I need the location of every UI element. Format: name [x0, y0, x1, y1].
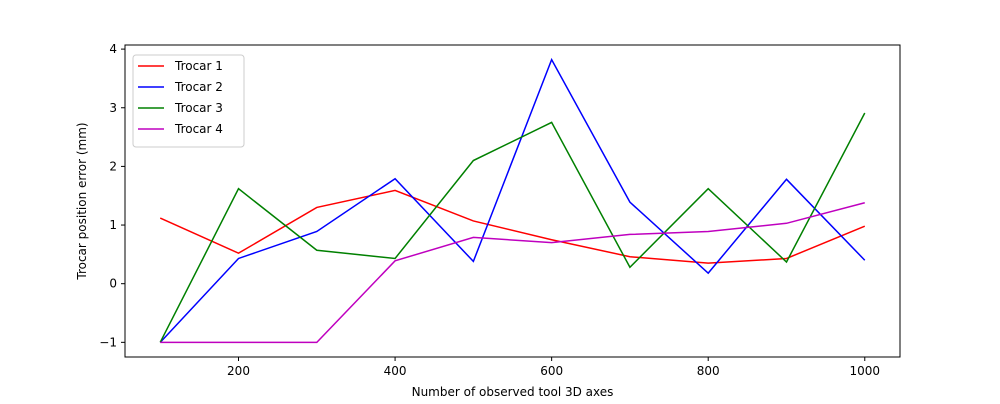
legend: Trocar 1 Trocar 2 Trocar 3 Trocar 4 — [132, 54, 245, 148]
series-line-trocar-3 — [159, 112, 866, 343]
x-axis-label: Number of observed tool 3D axes — [412, 385, 614, 399]
legend-box — [132, 54, 245, 148]
y-tick-label: 4 — [109, 42, 117, 56]
x-tick-label: 200 — [227, 364, 250, 378]
y-tick-label: 1 — [109, 218, 117, 232]
x-tick-label: 600 — [540, 364, 563, 378]
axes-frame — [124, 44, 901, 358]
x-tick-label: 400 — [384, 364, 407, 378]
y-tick-label: 3 — [109, 101, 117, 115]
series-layer — [159, 57, 866, 344]
x-axis: 200 400 600 800 1000 — [227, 357, 880, 378]
x-tick-label: 1000 — [849, 364, 880, 378]
legend-label-trocar-3: Trocar 3 — [174, 101, 223, 115]
y-tick-label: 0 — [109, 277, 117, 291]
x-tick-label: 800 — [697, 364, 720, 378]
legend-label-trocar-4: Trocar 4 — [174, 122, 223, 136]
legend-label-trocar-1: Trocar 1 — [174, 59, 223, 73]
y-axis: −1 0 1 2 3 4 — [99, 42, 125, 349]
y-tick-label: 2 — [109, 159, 117, 173]
series-line-trocar-4 — [160, 202, 865, 344]
legend-label-trocar-2: Trocar 2 — [174, 80, 223, 94]
series-line-trocar-1 — [159, 189, 866, 264]
y-tick-label: −1 — [99, 335, 117, 349]
y-axis-label: Trocar position error (mm) — [75, 122, 89, 280]
